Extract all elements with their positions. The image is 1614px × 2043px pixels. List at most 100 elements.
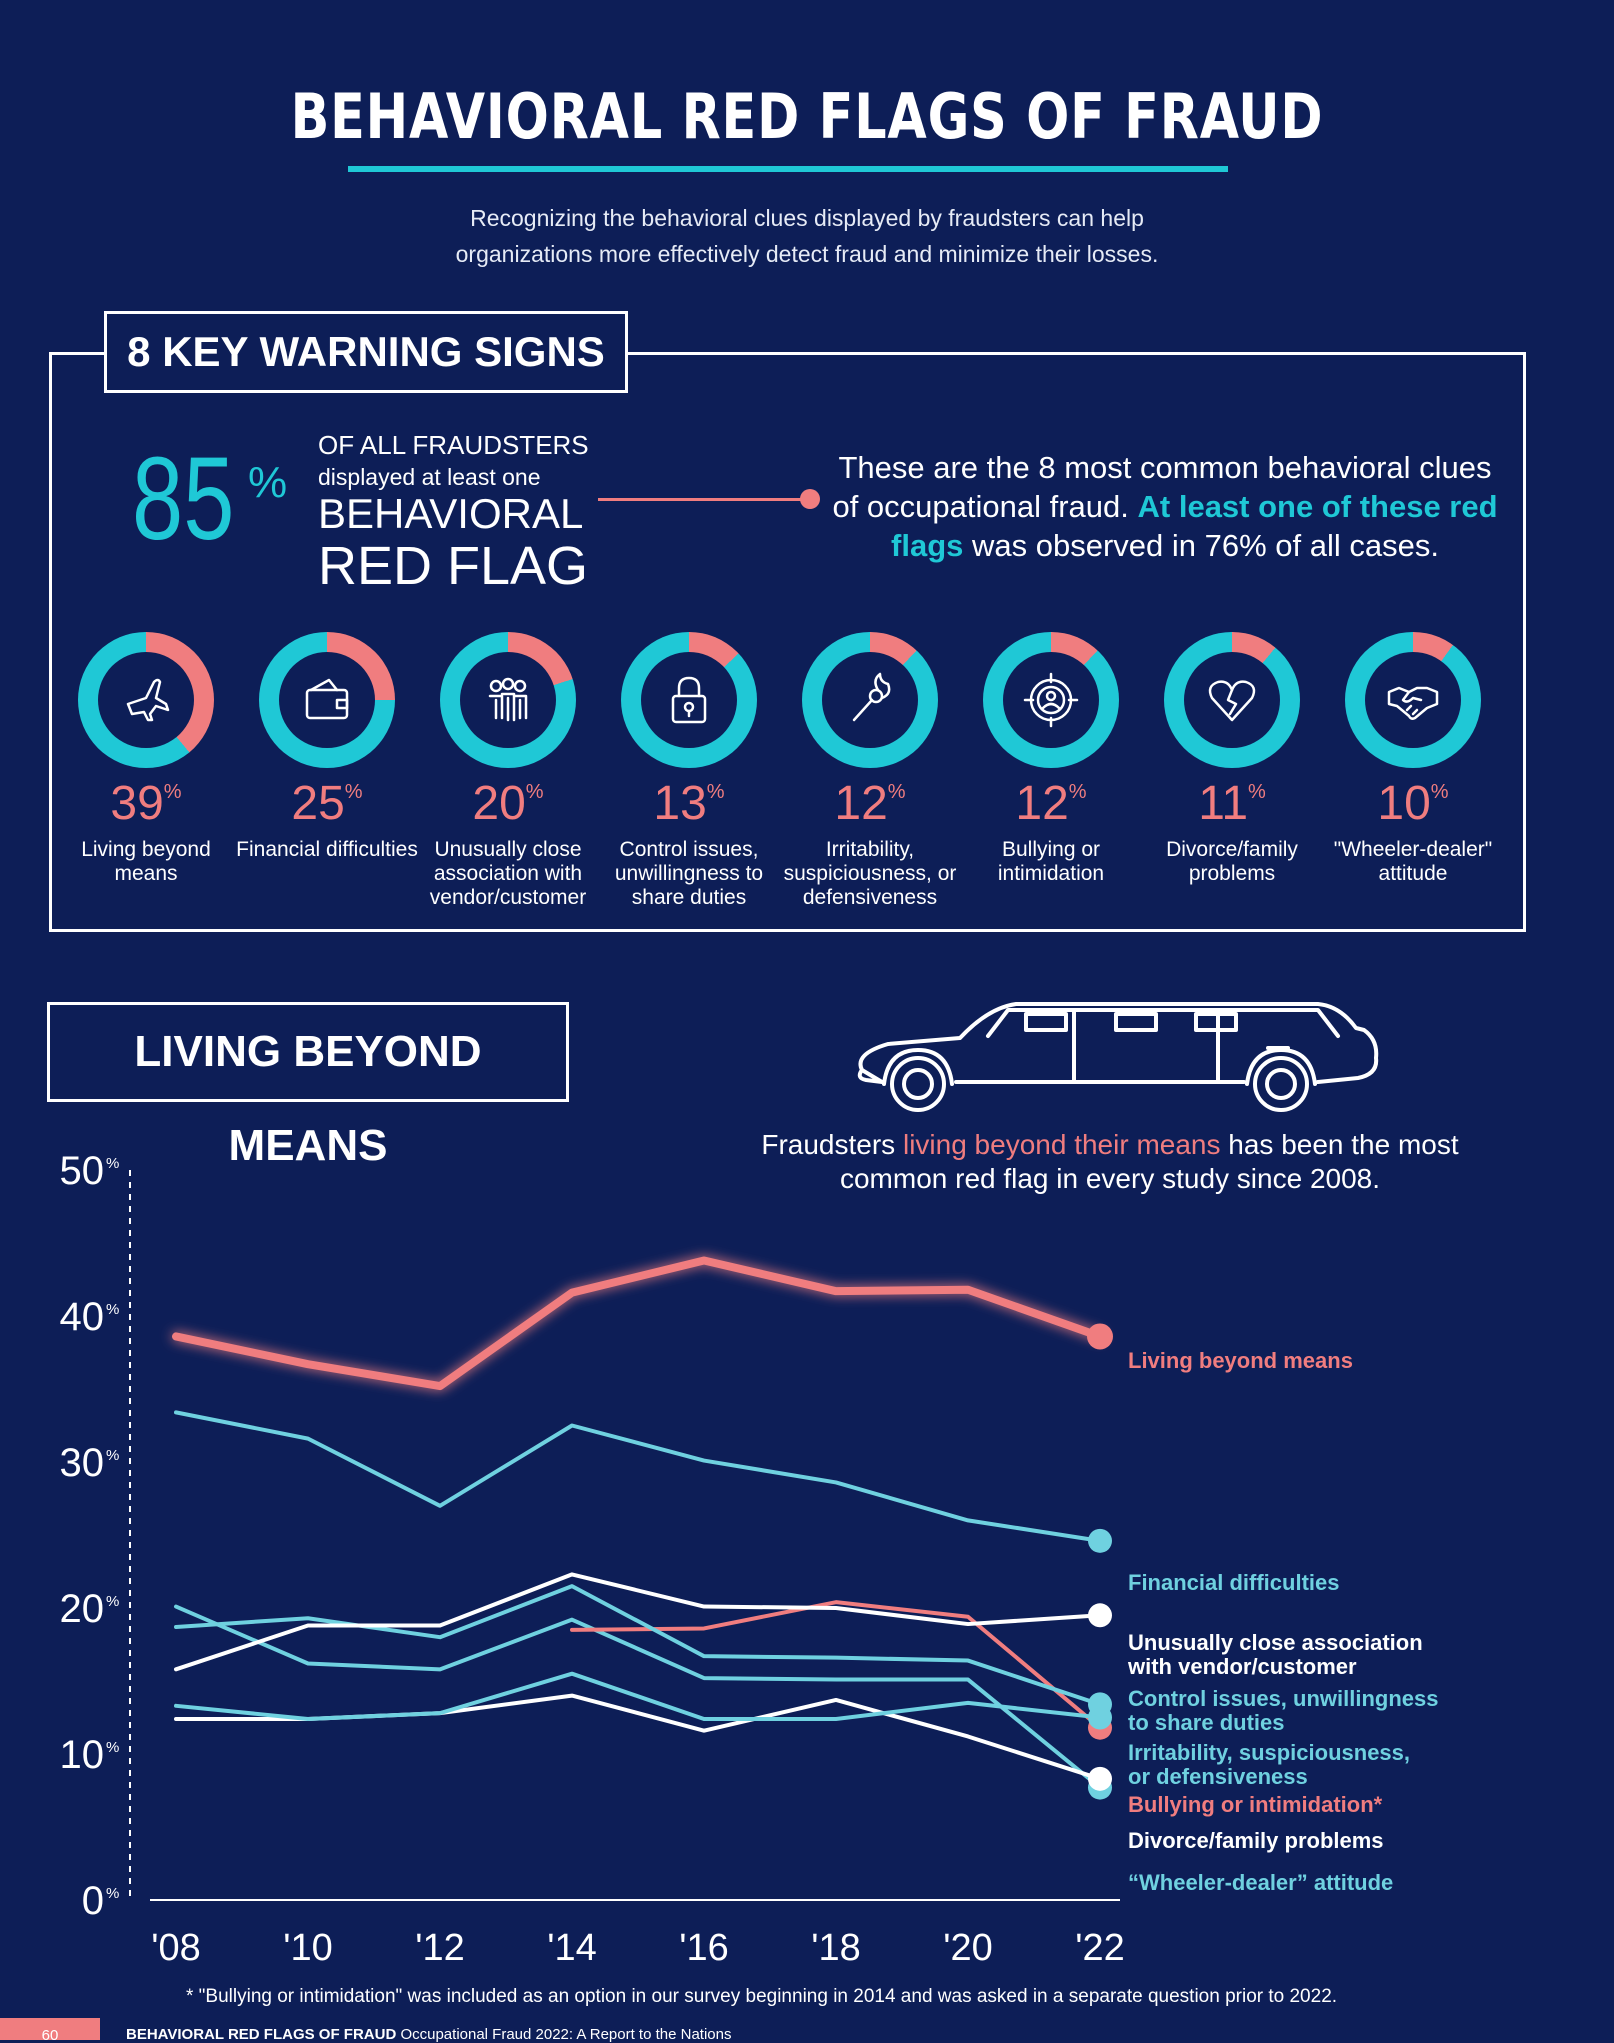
series-line: [174, 1572, 1102, 1672]
living-beyond-title: LIVING BEYOND MEANS: [47, 1002, 569, 1170]
series-label: “Wheeler-dealer” attitude: [1128, 1870, 1393, 1895]
y-tick-unit: %: [106, 1447, 119, 1464]
wallet-icon: [305, 678, 349, 720]
series-line: [174, 1584, 1102, 1707]
donut-ring: [78, 632, 214, 768]
series-end-marker: [1088, 1692, 1112, 1717]
stat-line-1: OF ALL FRAUDSTERS: [318, 430, 589, 460]
series-label-line: Living beyond means: [1128, 1348, 1353, 1373]
series-label: Financial difficulties: [1128, 1570, 1339, 1595]
series-label-line: Divorce/family problems: [1128, 1828, 1384, 1853]
donut-ring: [621, 632, 757, 768]
ring-label: Irritability, suspiciousness, or defensi…: [783, 838, 957, 909]
series-label: Control issues, unwillingness to share du…: [1128, 1686, 1439, 1735]
page-number: 60: [0, 2018, 100, 2040]
ring-percent: 12%: [834, 777, 906, 830]
series-line: [174, 1410, 1102, 1543]
series-label-line: or defensiveness: [1128, 1764, 1308, 1789]
ring-label: Bullying or intimidation: [997, 838, 1105, 885]
desc-part-2: was observed in 76% of all cases.: [972, 528, 1439, 563]
callout-part-2: has been the most common red flag in eve…: [839, 1129, 1459, 1194]
series-label-line: Control issues, unwillingness: [1128, 1686, 1439, 1711]
lock-icon: [671, 676, 707, 724]
ring-percent: 13%: [653, 777, 725, 830]
y-tick-label: 20: [60, 1587, 105, 1631]
series-end-marker: [1088, 1603, 1112, 1628]
ring-label: Control issues, unwillingness to share d…: [614, 838, 764, 909]
match-icon: [852, 672, 891, 722]
stat-value: 85: [132, 433, 235, 565]
y-tick-label: 30: [60, 1441, 105, 1485]
series-line: [174, 1693, 1102, 1781]
target-person-icon: [1023, 672, 1079, 728]
x-tick-label: '20: [943, 1927, 993, 1969]
ring-percent: 12%: [1015, 777, 1087, 830]
stat-line-3: BEHAVIORAL: [318, 490, 584, 537]
ring-percent: 20%: [472, 777, 544, 830]
connector-dot: [800, 489, 820, 509]
donut-ring: [983, 632, 1119, 768]
x-tick-label: '10: [283, 1927, 333, 1969]
y-tick-unit: %: [106, 1155, 119, 1172]
y-tick-unit: %: [106, 1301, 119, 1318]
desc-highlight: At least one of these red flags: [891, 489, 1498, 563]
series-line: [172, 1256, 1104, 1391]
series-end-marker: [1088, 1528, 1112, 1553]
series-end-marker: [1088, 1766, 1112, 1791]
series-label-line: with vendor/customer: [1127, 1654, 1357, 1679]
y-tick-label: 0: [82, 1879, 104, 1923]
limousine-icon: [857, 1002, 1379, 1112]
airplane-icon: [126, 678, 170, 722]
series-label: Unusually close association with vendor/c…: [1127, 1630, 1423, 1679]
series-line: [570, 1600, 1102, 1730]
series-label-line: Financial difficulties: [1128, 1570, 1339, 1595]
broken-heart-icon: [1208, 680, 1256, 722]
warning-signs-title: 8 KEY WARNING SIGNS: [104, 311, 628, 393]
series-label-line: Bullying or intimidation*: [1128, 1792, 1383, 1817]
intro-line-1: Recognizing the behavioral clues display…: [470, 205, 1144, 231]
y-tick-unit: %: [106, 1885, 119, 1902]
x-tick-label: '08: [151, 1927, 201, 1969]
page-title: BEHAVIORAL RED FLAGS OF FRAUD: [290, 80, 1324, 153]
group-icon: [488, 677, 528, 722]
series-label: Divorce/family problems: [1128, 1828, 1384, 1853]
connector-line: [598, 498, 806, 501]
series-line: [174, 1671, 1102, 1721]
y-tick-unit: %: [106, 1593, 119, 1610]
series-label: Living beyond means: [1128, 1348, 1353, 1373]
running-footer: BEHAVIORAL RED FLAGS OF FRAUD Occupation…: [126, 2026, 732, 2043]
ring-label: "Wheeler-dealer" attitude: [1333, 838, 1493, 885]
handshake-icon: [1387, 686, 1439, 720]
donut-ring: [1164, 632, 1300, 768]
series-label-line: Unusually close association: [1128, 1630, 1423, 1655]
series-label-line: Irritability, suspiciousness,: [1128, 1740, 1410, 1765]
donut-ring: [1345, 632, 1481, 768]
y-tick-label: 10: [60, 1733, 105, 1777]
stat-line-4: RED FLAG: [318, 536, 589, 596]
line-chart: 0 %10 %20 %30 %40 %50% '08'10'12'14'16'18'20 '…: [60, 1149, 1439, 1969]
y-tick-label: 50: [60, 1149, 105, 1193]
x-tick-label: '12: [415, 1927, 465, 1969]
series-label: Irritability, suspiciousness, or defensiv…: [1128, 1740, 1410, 1789]
ring-label: Living beyond means: [81, 838, 211, 885]
ring-percent: 10%: [1377, 777, 1449, 830]
series-line: [174, 1604, 1102, 1790]
running-title: BEHAVIORAL RED FLAGS OF FRAUD: [126, 2026, 397, 2043]
stat-unit: %: [248, 458, 288, 507]
ring-percent: 25%: [291, 777, 363, 830]
ring-label: Financial difficulties: [236, 838, 418, 861]
warning-signs-description: These are the 8 most common behavioral c…: [830, 448, 1500, 565]
x-tick-label: '18: [811, 1927, 861, 1969]
living-beyond-callout: Fraudsters living beyond their means has…: [760, 1128, 1460, 1196]
callout-highlight: living beyond their means: [902, 1129, 1221, 1160]
footnote: * "Bullying or intimidation" was include…: [186, 1986, 1338, 2007]
y-tick-label: 40: [60, 1295, 105, 1339]
running-subtitle: Occupational Fraud 2022: A Report to the…: [400, 2026, 732, 2043]
series-label-line: to share duties: [1128, 1710, 1284, 1735]
ring-percent: 11%: [1198, 777, 1266, 830]
title-underline: [348, 166, 1228, 172]
series-label-line: “Wheeler-dealer” attitude: [1128, 1870, 1393, 1895]
intro-line-2: organizations more effectively detect fr…: [455, 241, 1159, 267]
desc-part-1: These are the 8 most common behavioral c…: [832, 450, 1492, 524]
warning-signs-panel: [49, 352, 1526, 932]
